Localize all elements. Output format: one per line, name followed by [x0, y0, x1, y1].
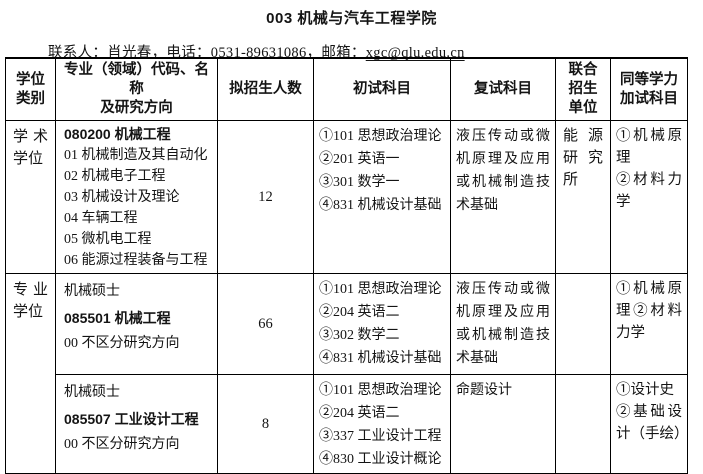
equiv-line: ②基础设计（手绘）	[616, 404, 689, 442]
exam-line: ③301 数学一	[319, 175, 400, 190]
program-direction: 02 机械电子工程	[64, 169, 166, 184]
program-direction: 05 微机电工程	[64, 232, 152, 247]
program-prefix: 机械硕士	[64, 385, 120, 400]
exam-line: ②204 英语二	[319, 305, 400, 320]
program-direction: 04 车辆工程	[64, 211, 138, 226]
cell-joint-unit	[555, 273, 611, 375]
cell-initial-exams: ①101 思想政治理论 ②201 英语一 ③301 数学一 ④831 机械设计基…	[313, 120, 451, 274]
cell-quota: 8	[217, 374, 314, 474]
table-row: 机械硕士 085507 工业设计工程 00 不区分研究方向 8 ①101 思想政…	[6, 374, 689, 474]
program-direction: 06 能源过程装备与工程	[64, 253, 208, 268]
exam-line: ②204 英语二	[319, 406, 400, 421]
program-code: 085501 机械工程	[64, 310, 171, 326]
exam-line: ④831 机械设计基础	[319, 351, 442, 366]
header-joint-unit: 联合 招生 单位	[555, 57, 611, 121]
cell-equiv-exams: ①机械原理②材料力学	[610, 273, 688, 375]
program-direction: 00 不区分研究方向	[64, 437, 180, 452]
header-quota: 拟招生人数	[217, 57, 314, 121]
cell-equiv-exams: ①机械原理 ②材料力学	[610, 120, 688, 274]
program-direction: 00 不区分研究方向	[64, 336, 180, 351]
cell-degree-type: 专业学位	[5, 273, 56, 474]
cell-retest: 命题设计	[450, 374, 556, 474]
cell-quota: 12	[217, 120, 314, 274]
program-direction: 01 机械制造及其自动化	[64, 148, 208, 163]
exam-line: ③302 数学二	[319, 328, 400, 343]
cell-quota: 66	[217, 273, 314, 375]
program-code: 085507 工业设计工程	[64, 411, 199, 427]
exam-line: ①101 思想政治理论	[319, 282, 442, 297]
equiv-line: ①机械原理②材料力学	[616, 281, 682, 341]
cell-degree-type: 学术学位	[5, 120, 56, 274]
cell-joint-unit	[555, 374, 611, 474]
table-header-row: 学位 类别 专业（领域）代码、名称 及研究方向 拟招生人数 初试科目 复试科目 …	[5, 57, 688, 121]
exam-line: ①101 思想政治理论	[319, 383, 442, 398]
header-equiv-exams: 同等学力 加试科目	[610, 57, 688, 121]
cell-equiv-exams: ①设计史 ②基础设计（手绘）	[610, 374, 689, 474]
header-program: 专业（领域）代码、名称 及研究方向	[55, 57, 218, 121]
exam-line: ②201 英语一	[319, 152, 400, 167]
header-degree-type: 学位 类别	[5, 57, 56, 121]
equiv-line: ①机械原理	[616, 128, 682, 166]
header-initial-exams: 初试科目	[313, 57, 451, 121]
exam-line: ④830 工业设计概论	[319, 452, 442, 467]
equiv-line: ②材料力学	[616, 172, 682, 210]
page-title: 003 机械与汽车工程学院	[266, 10, 437, 27]
cell-retest: 液压传动或微机原理及应用或机械制造技术基础	[450, 120, 556, 274]
program-prefix: 机械硕士	[64, 284, 120, 299]
table-row: 专业学位 机械硕士 085501 机械工程 00 不区分研究方向 66 ①101…	[5, 273, 688, 474]
table-row: 学术学位 080200 机械工程 01 机械制造及其自动化 02 机械电子工程 …	[5, 120, 688, 274]
exam-line: ④831 机械设计基础	[319, 198, 442, 213]
exam-line: ③337 工业设计工程	[319, 429, 442, 444]
cell-initial-exams: ①101 思想政治理论 ②204 英语二 ③302 数学二 ④831 机械设计基…	[313, 273, 451, 375]
equiv-line: ①设计史	[616, 382, 674, 398]
cell-initial-exams: ①101 思想政治理论 ②204 英语二 ③337 工业设计工程 ④830 工业…	[313, 374, 451, 474]
cell-program: 080200 机械工程 01 机械制造及其自动化 02 机械电子工程 03 机械…	[55, 120, 218, 274]
program-code: 080200 机械工程	[64, 126, 171, 142]
cell-retest: 液压传动或微机原理及应用或机械制造技术基础	[450, 273, 556, 375]
cell-program: 机械硕士 085507 工业设计工程 00 不区分研究方向	[55, 374, 218, 474]
cell-joint-unit: 能源研究所	[555, 120, 611, 274]
header-retest: 复试科目	[450, 57, 556, 121]
program-direction: 03 机械设计及理论	[64, 190, 180, 205]
exam-line: ①101 思想政治理论	[319, 129, 442, 144]
cell-program: 机械硕士 085501 机械工程 00 不区分研究方向	[55, 273, 218, 375]
admissions-table: 学位 类别 专业（领域）代码、名称 及研究方向 拟招生人数 初试科目 复试科目 …	[5, 57, 689, 474]
